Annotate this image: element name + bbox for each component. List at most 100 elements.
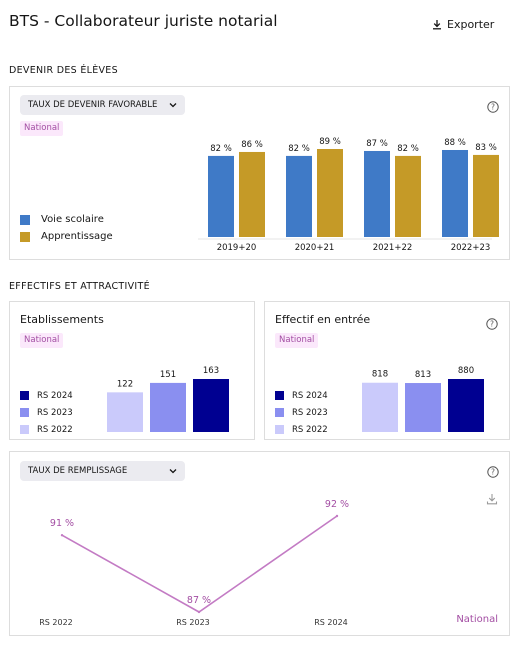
devenir-card: TAUX DE DEVENIR FAVORABLE ? National Voi… (9, 86, 510, 260)
legend-item: RS 2024 (20, 387, 73, 404)
data-label: 89 % (319, 137, 341, 147)
legend-swatch (20, 231, 30, 242)
x-tick-label: RS 2022 (39, 618, 73, 627)
etablissements-legend: RS 2024 RS 2023 RS 2022 (20, 387, 73, 438)
remplissage-select-value: TAUX DE REMPLISSAGE (28, 466, 128, 476)
data-label: 82 % (288, 144, 310, 154)
bar (362, 382, 398, 432)
legend-item: RS 2022 (275, 421, 328, 438)
svg-text:?: ? (490, 320, 494, 329)
legend-label: Apprentissage (41, 231, 113, 242)
etablissements-title: Etablissements (20, 313, 104, 326)
effectif-entree-title: Effectif en entrée (275, 313, 371, 326)
section-title-effectifs: EFFECTIFS ET ATTRACTIVITÉ (9, 281, 150, 292)
x-tick-label: 2022+23 (451, 243, 491, 253)
chevron-down-icon (165, 102, 177, 108)
section-title-devenir: DEVENIR DES ÉLÈVES (9, 65, 118, 76)
bar (395, 155, 421, 237)
legend-item: Apprentissage (20, 228, 113, 245)
etablissements-bar-chart: 122 151 163 (107, 366, 229, 432)
scope-tag: National (20, 333, 64, 348)
data-point (197, 610, 201, 614)
legend-label: RS 2023 (292, 407, 328, 418)
remplissage-indicator-select[interactable]: TAUX DE REMPLISSAGE (20, 461, 185, 481)
data-label: 122 (117, 379, 133, 389)
data-point (335, 514, 339, 518)
x-tick-label: 2019+20 (217, 243, 257, 253)
remplissage-line-chart: 91 % RS 2022 87 % RS 2023 92 % RS 2024 Nationa… (39, 499, 498, 627)
legend-label: RS 2022 (292, 424, 328, 435)
bar (405, 383, 441, 432)
x-tick-label: 2021+22 (373, 243, 413, 253)
data-label: 88 % (444, 138, 466, 148)
legend-swatch (20, 425, 29, 434)
legend-label: Voie scolaire (41, 214, 104, 225)
bar (364, 150, 390, 237)
download-icon (432, 19, 442, 30)
data-label: 87 % (366, 139, 388, 149)
x-tick-label: RS 2024 (314, 618, 348, 627)
x-tick-label: RS 2023 (176, 618, 210, 627)
scope-tag: National (20, 121, 64, 136)
effectif-entree-card: Effectif en entrée ? National RS 2024 RS … (264, 301, 510, 440)
svg-text:?: ? (491, 103, 495, 112)
bar (473, 154, 499, 237)
legend-item: RS 2023 (275, 404, 328, 421)
effectif-entree-bar-chart: 818 813 880 (362, 366, 484, 432)
legend-item: RS 2023 (20, 404, 73, 421)
legend-label: RS 2023 (37, 407, 73, 418)
help-icon[interactable]: ? (487, 463, 499, 478)
x-tick-label: 2020+21 (295, 243, 335, 253)
export-button-label: Exporter (447, 17, 495, 31)
legend-item: Voie scolaire (20, 211, 113, 228)
legend-item: RS 2022 (20, 421, 73, 438)
legend-label: RS 2024 (37, 390, 73, 401)
help-icon[interactable]: ? (486, 315, 498, 330)
series-label: National (456, 614, 498, 625)
bar (107, 392, 143, 432)
devenir-bar-chart: 82 % 86 % 2019+20 82 % 89 % 2020+21 87 % 82 % 20… (198, 137, 499, 253)
legend-swatch (20, 391, 29, 400)
download-icon[interactable] (486, 490, 498, 505)
legend-swatch (275, 425, 284, 434)
bar (448, 379, 484, 432)
devenir-legend: Voie scolaire Apprentissage (20, 211, 113, 245)
page-header: BTS - Collaborateur juriste notarial Exp… (0, 0, 517, 48)
bar (442, 149, 468, 237)
legend-label: RS 2022 (37, 424, 73, 435)
page-title: BTS - Collaborateur juriste notarial (9, 12, 278, 30)
data-label: 86 % (241, 140, 263, 150)
data-label: 818 (372, 370, 388, 380)
data-label: 151 (160, 370, 176, 380)
help-icon[interactable]: ? (487, 98, 499, 113)
bar (208, 155, 234, 237)
data-label: 92 % (325, 499, 349, 510)
bar (193, 379, 229, 432)
bar (286, 155, 312, 237)
legend-swatch (275, 408, 284, 417)
remplissage-card: TAUX DE REMPLISSAGE ? 91 % RS 2022 87 % RS … (9, 451, 510, 636)
data-label: 813 (415, 370, 431, 380)
chevron-down-icon (165, 468, 177, 474)
legend-swatch (20, 214, 30, 225)
data-label: 163 (203, 366, 219, 376)
legend-item: RS 2024 (275, 387, 328, 404)
svg-text:?: ? (491, 468, 495, 477)
bar (150, 382, 186, 432)
effectif-entree-legend: RS 2024 RS 2023 RS 2022 (275, 387, 328, 438)
data-point (60, 534, 64, 537)
etablissements-card: Etablissements National RS 2024 RS 2023 RS… (9, 301, 255, 440)
legend-swatch (275, 391, 284, 400)
data-label: 91 % (50, 518, 74, 529)
data-label: 82 % (397, 144, 419, 154)
data-label: 82 % (210, 144, 232, 154)
scope-tag: National (275, 333, 319, 348)
data-label: 87 % (187, 595, 211, 606)
export-button[interactable]: Exporter (432, 14, 494, 34)
legend-swatch (20, 408, 29, 417)
bar (317, 149, 343, 237)
bar (239, 151, 265, 237)
devenir-indicator-select[interactable]: TAUX DE DEVENIR FAVORABLE (20, 95, 185, 115)
legend-label: RS 2024 (292, 390, 328, 401)
data-label: 83 % (475, 143, 497, 153)
